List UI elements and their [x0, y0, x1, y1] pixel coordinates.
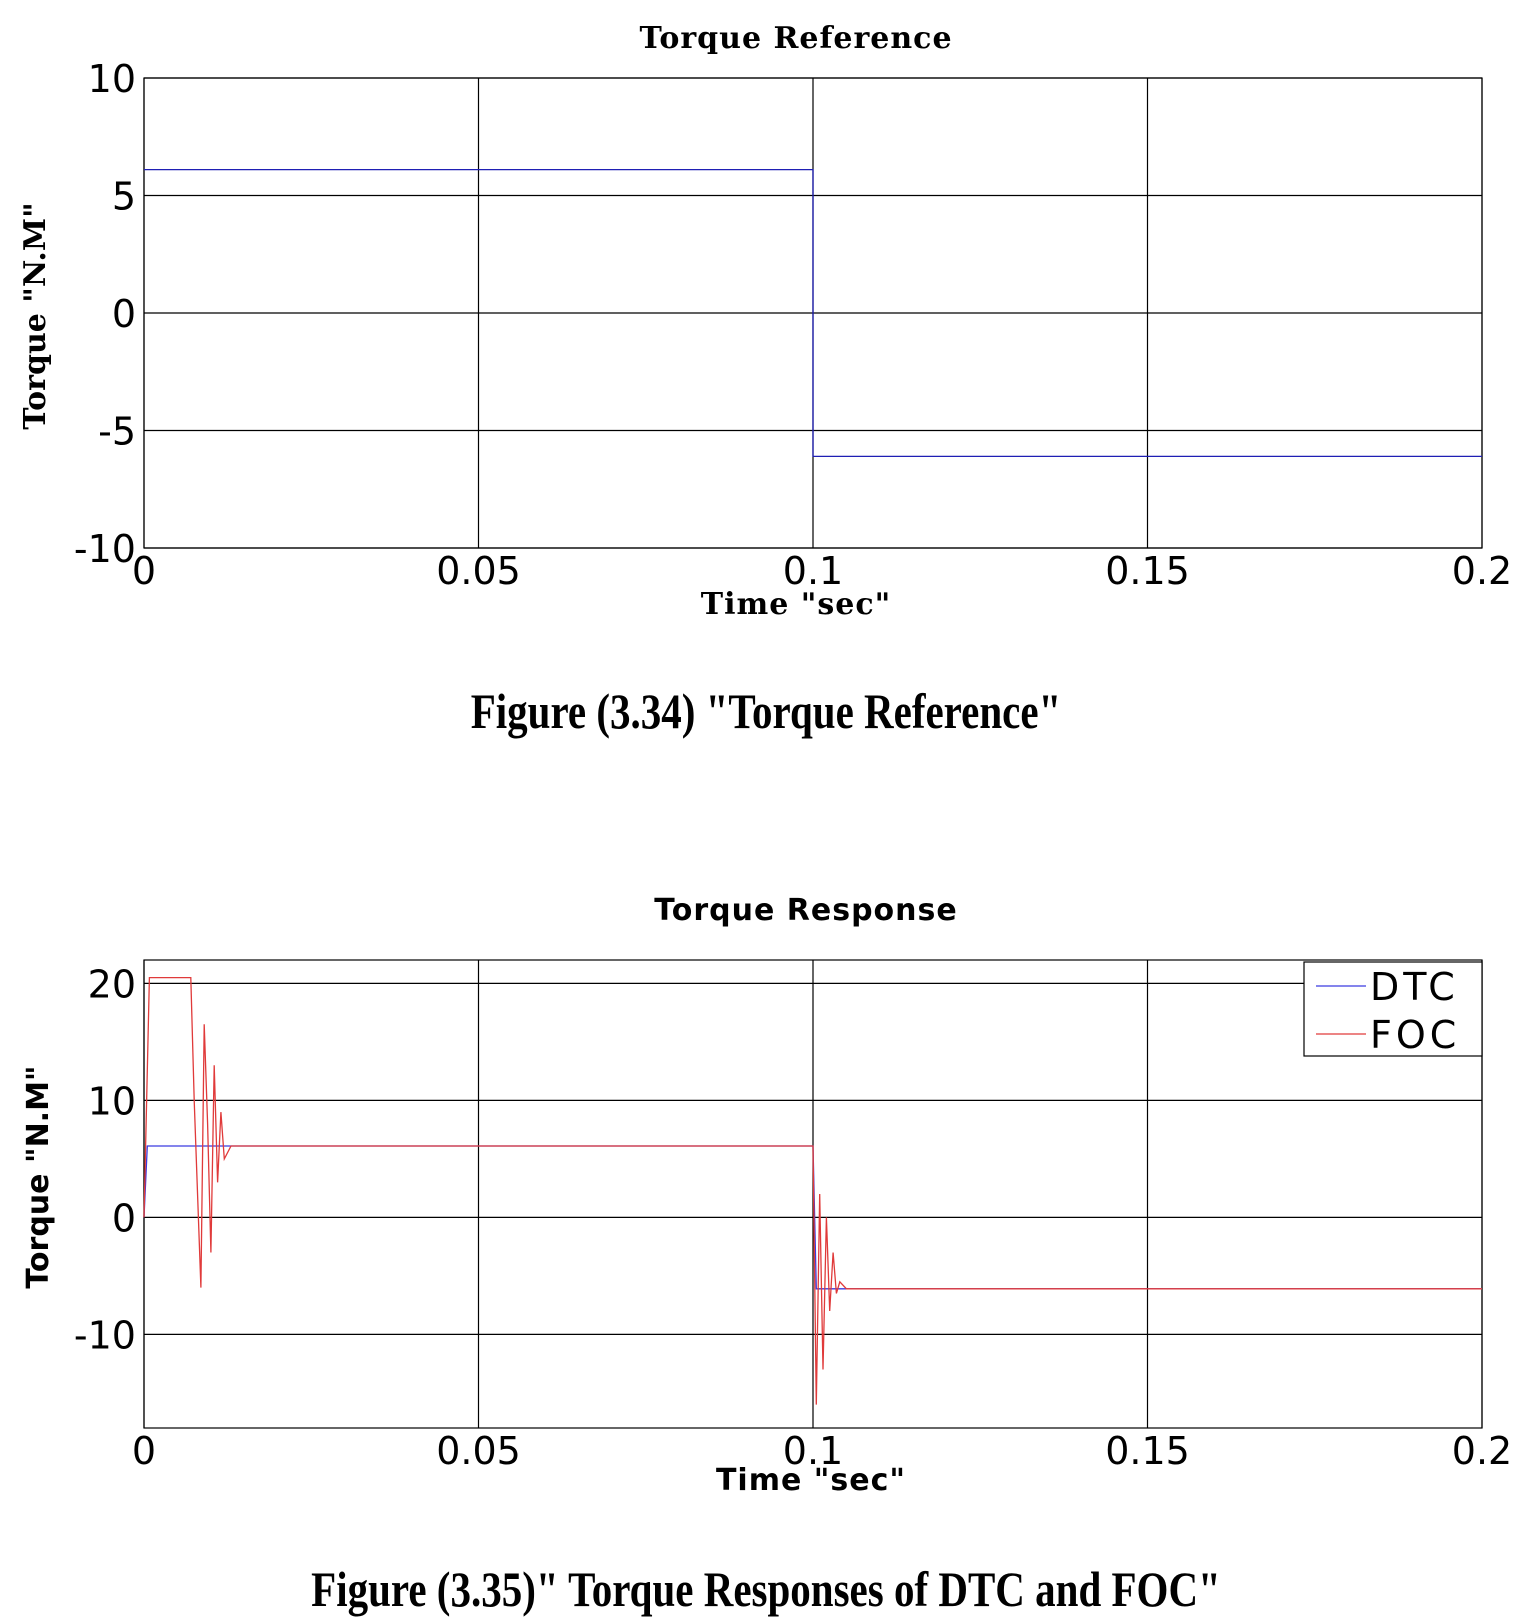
x-tick-label: 0.05	[436, 549, 521, 593]
torque-response-figure: Torque Response Time "sec" Torque "N.M" …	[0, 880, 1532, 1520]
y-tick-label: 10	[88, 57, 136, 101]
y-tick-label: 20	[88, 962, 136, 1006]
chart-title: Torque Reference	[639, 21, 952, 56]
x-axis-label: Time "sec"	[701, 587, 892, 622]
x-tick-label: 0.1	[783, 1429, 843, 1473]
x-tick-label: 0.15	[1105, 1429, 1190, 1473]
torque-response-chart: Torque Response Time "sec" Torque "N.M" …	[21, 893, 1512, 1498]
x-tick-label: 0.15	[1105, 549, 1190, 593]
x-tick-label: 0.1	[783, 549, 843, 593]
x-axis-label: Time "sec"	[716, 1463, 906, 1498]
x-tick-label: 0	[132, 1429, 156, 1473]
x-tick-label: 0.05	[436, 1429, 521, 1473]
series-line-0	[144, 168, 1482, 458]
legend-label: FOC	[1370, 1013, 1460, 1057]
y-tick-label: 5	[112, 175, 136, 219]
series-line-foc	[143, 976, 1482, 1405]
x-tick-label: 0.2	[1452, 549, 1512, 593]
y-axis-label: Torque "N.M"	[21, 1065, 56, 1288]
y-tick-label: -10	[74, 1313, 136, 1357]
y-axis-label: Torque "N.M"	[18, 202, 53, 429]
torque-reference-figure: Torque Reference Time "sec" Torque "N.M"…	[0, 0, 1532, 640]
x-tick-label: 0.2	[1452, 1429, 1512, 1473]
y-tick-label: 10	[88, 1079, 136, 1123]
y-tick-label: -10	[74, 527, 136, 571]
legend-box	[1303, 961, 1483, 1057]
y-tick-label: 0	[112, 292, 136, 336]
y-tick-label: -5	[98, 410, 136, 454]
chart-title: Torque Response	[654, 893, 957, 928]
torque-reference-chart: Torque Reference Time "sec" Torque "N.M"…	[18, 21, 1512, 622]
x-tick-label: 0	[132, 549, 156, 593]
figure-caption-3-34: Figure (3.34) "Torque Reference"	[470, 683, 1062, 739]
y-tick-label: 0	[112, 1196, 136, 1240]
figure-caption-3-35: Figure (3.35)" Torque Responses of DTC a…	[311, 1561, 1221, 1617]
legend-label: DTC	[1370, 965, 1459, 1009]
